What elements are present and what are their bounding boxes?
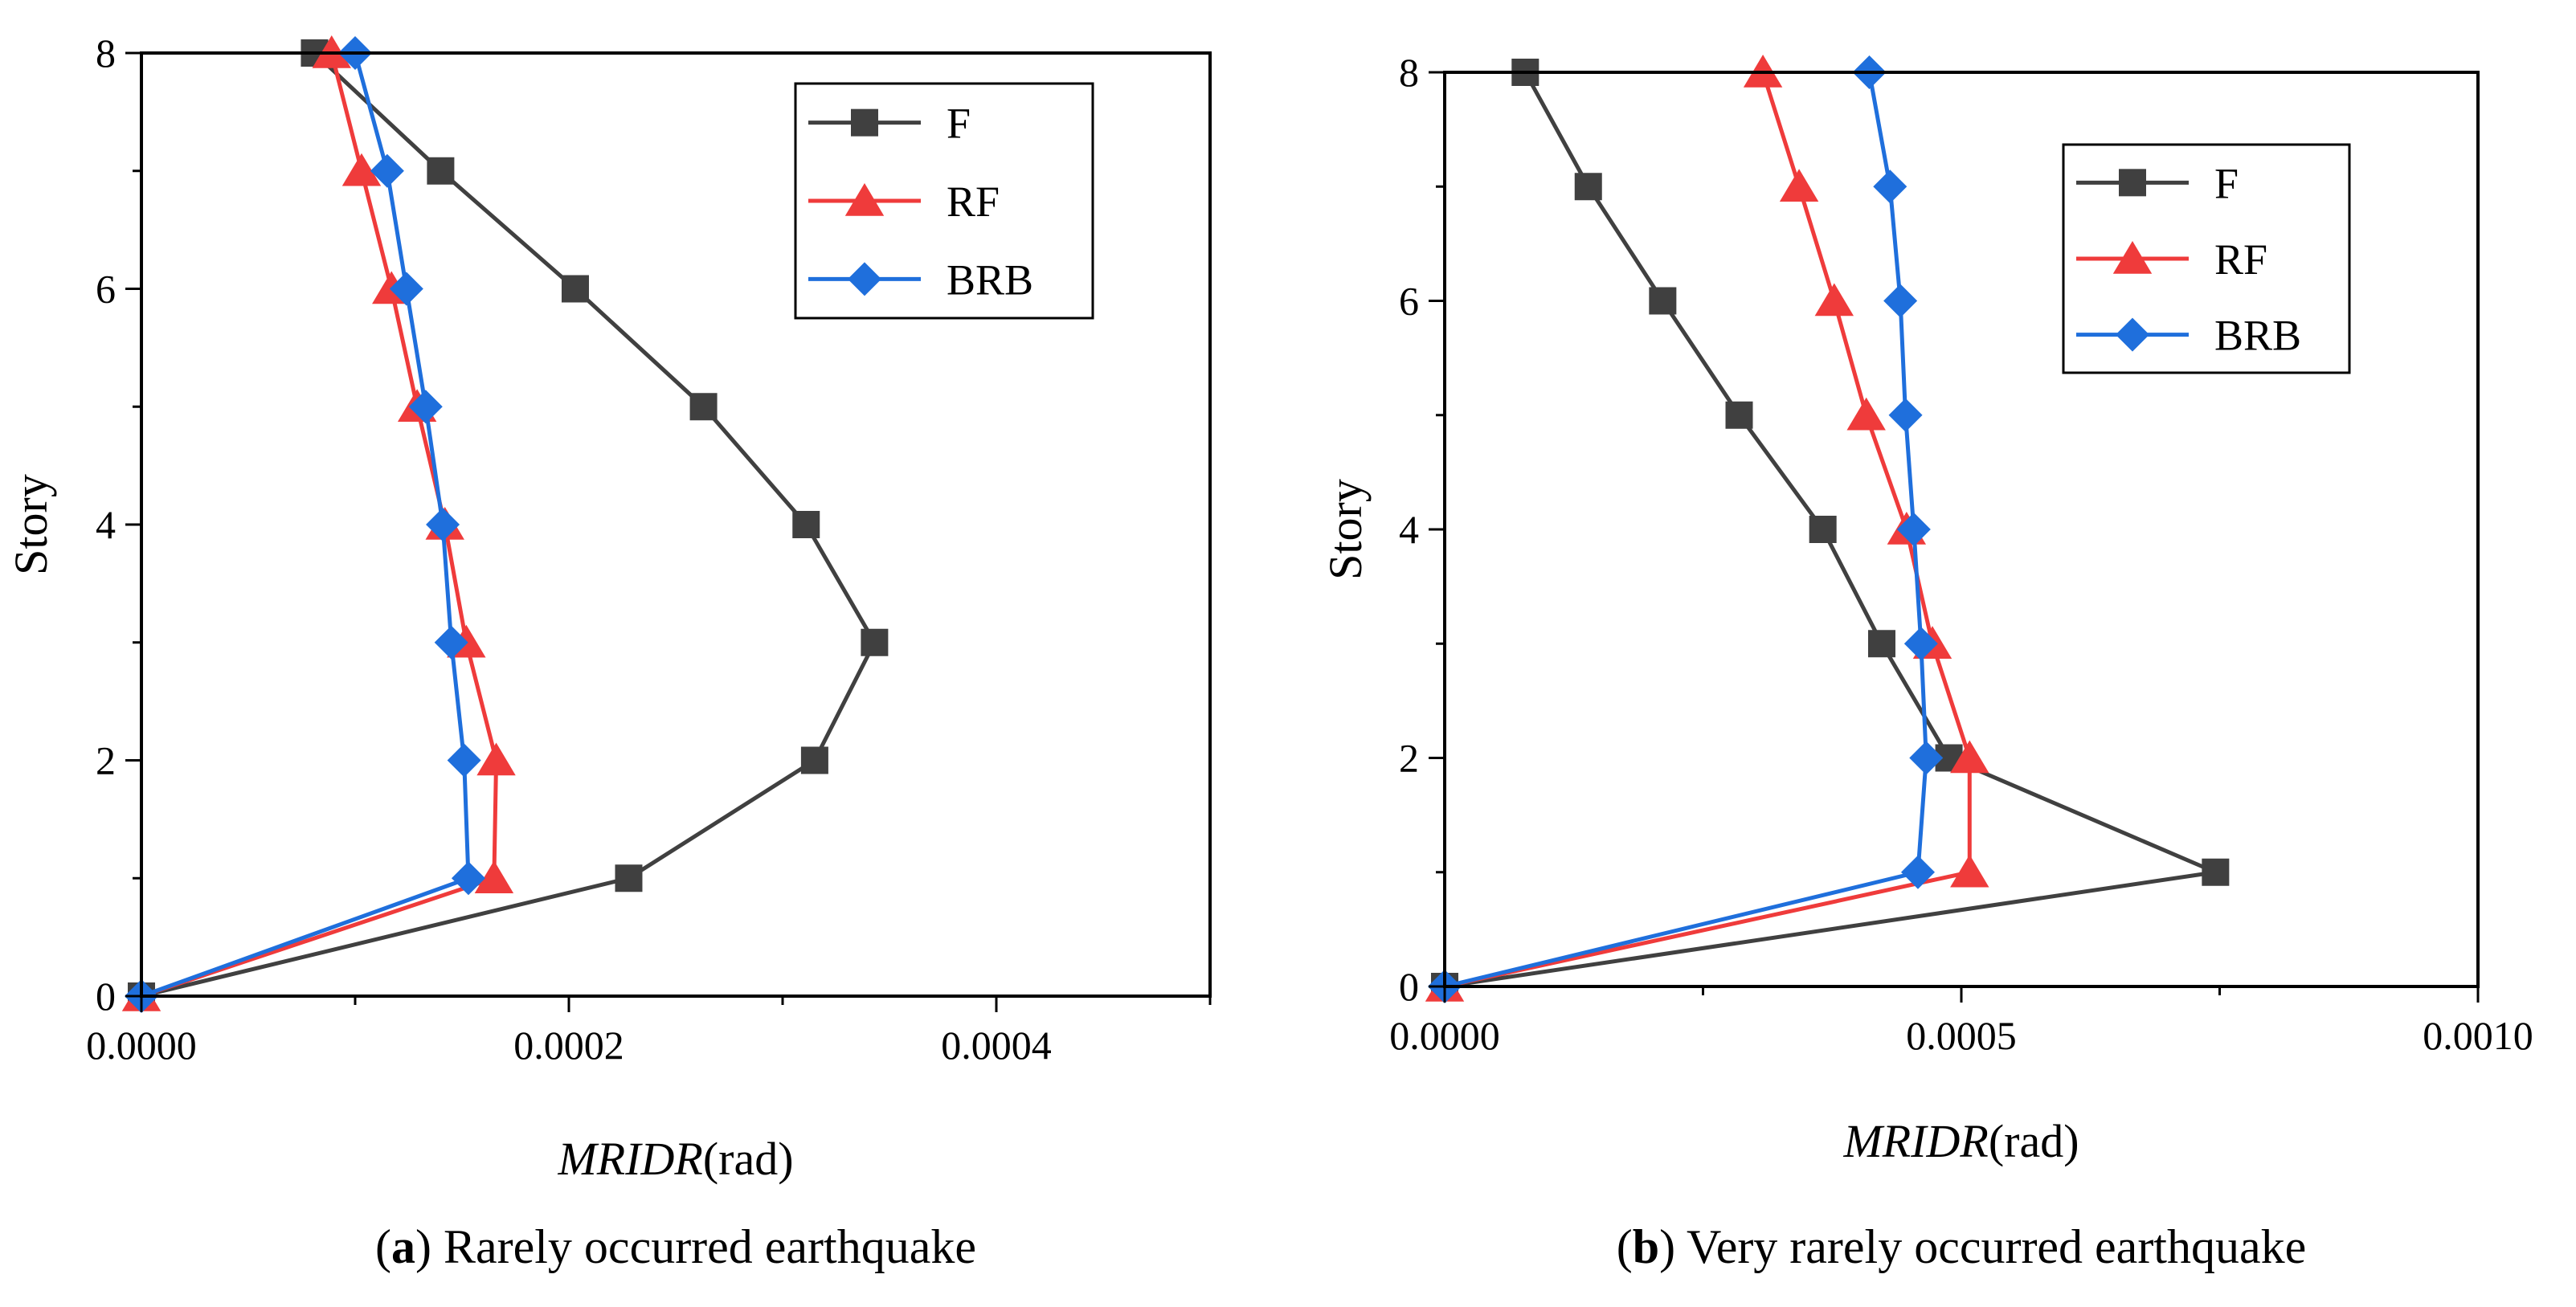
y-tick-label: 0 bbox=[96, 974, 116, 1019]
panel-b-legend: F RF BRB bbox=[2062, 143, 2351, 374]
series-brb-point bbox=[1900, 855, 1935, 889]
series-f-line bbox=[141, 51, 877, 999]
legend-label-brb: BRB bbox=[2214, 312, 2301, 360]
y-tick-label: 8 bbox=[1399, 50, 1419, 95]
series-rf-point bbox=[1814, 283, 1854, 317]
series-brb-point bbox=[1909, 741, 1944, 775]
series-f-point bbox=[1574, 173, 1602, 201]
x-tick-label: 0.0002 bbox=[513, 1023, 624, 1068]
y-tick-label: 0 bbox=[1399, 964, 1419, 1009]
y-tick-label: 6 bbox=[96, 267, 116, 312]
series-f-point bbox=[1725, 401, 1753, 429]
series-brb-line bbox=[141, 52, 471, 999]
series-brb-point bbox=[408, 390, 443, 424]
panel-a-caption-letter: a bbox=[391, 1220, 415, 1273]
x-tick-label: 0.0004 bbox=[941, 1023, 1052, 1068]
series-brb-point bbox=[389, 272, 423, 306]
panel-b-caption-close: ) bbox=[1659, 1220, 1687, 1273]
panel-b-plot bbox=[1425, 55, 2230, 1003]
panel-a-xlabel-var: MRIDR bbox=[557, 1133, 702, 1185]
legend-marker-f bbox=[851, 108, 878, 137]
panel-b-caption-letter: b bbox=[1633, 1220, 1659, 1273]
panel-b: 0.0000 0.0005 0.0010 0 2 4 6 8 Story MRIDR(rad)… bbox=[1319, 50, 2533, 1273]
panel-a-caption-text: Rarely occurred earthquake bbox=[444, 1220, 976, 1273]
panel-a-xlabel: MRIDR(rad) bbox=[557, 1133, 793, 1185]
series-brb-point bbox=[1873, 170, 1907, 204]
y-tick-label: 2 bbox=[1399, 736, 1419, 781]
x-tick-label: 0.0000 bbox=[86, 1023, 197, 1068]
series-f-point bbox=[800, 746, 828, 774]
panel-b-caption-open: ( bbox=[1617, 1220, 1633, 1273]
x-tick-label: 0.0010 bbox=[2423, 1013, 2533, 1058]
series-rf-point bbox=[474, 860, 514, 893]
panel-b-ylabel: Story bbox=[1319, 479, 1372, 580]
series-rf-point bbox=[476, 742, 516, 776]
series-rf-point bbox=[1846, 397, 1886, 431]
panel-a: 0.0000 0.0002 0.0004 0 2 4 6 8 Story MRIDR(rad)… bbox=[5, 31, 1212, 1273]
legend-label-f: F bbox=[947, 100, 971, 148]
panel-a-caption-open: ( bbox=[375, 1220, 391, 1273]
series-rf-point bbox=[1950, 854, 1989, 888]
panel-a-caption: (a) Rarely occurred earthquake bbox=[375, 1220, 976, 1273]
series-rf-point bbox=[1779, 169, 1819, 202]
panel-a-plot bbox=[121, 35, 889, 1013]
series-brb-line bbox=[1444, 71, 1928, 989]
panel-a-xlabel-unit: (rad) bbox=[703, 1133, 794, 1185]
y-tick-label: 4 bbox=[96, 502, 116, 547]
series-brb-point bbox=[434, 625, 468, 660]
panel-b-xlabel: MRIDR(rad) bbox=[1842, 1115, 2079, 1167]
legend-marker-f bbox=[2119, 169, 2146, 197]
legend-label-f: F bbox=[2214, 159, 2239, 207]
series-brb-point bbox=[426, 508, 460, 541]
panel-b-xlabel-unit: (rad) bbox=[1989, 1115, 2079, 1167]
series-f-point bbox=[689, 393, 718, 421]
panel-a-caption-close: ) bbox=[415, 1220, 444, 1273]
series-brb-point bbox=[451, 861, 485, 896]
y-tick-label: 6 bbox=[1399, 279, 1419, 324]
series-f-point bbox=[1809, 516, 1837, 543]
panel-b-ticks: 0.0000 0.0005 0.0010 0 2 4 6 8 bbox=[1389, 50, 2533, 1058]
legend-marker-rf bbox=[2112, 241, 2153, 274]
legend-marker-brb bbox=[848, 262, 881, 296]
panel-b-xlabel-var: MRIDR bbox=[1842, 1115, 1988, 1167]
series-f-point bbox=[427, 157, 455, 185]
series-rf-point bbox=[341, 153, 382, 186]
legend-label-brb: BRB bbox=[947, 255, 1033, 304]
series-brb-point bbox=[1903, 627, 1938, 661]
series-brb bbox=[125, 36, 485, 1013]
series-brb-point bbox=[447, 743, 481, 778]
series-brb-point bbox=[1888, 398, 1923, 432]
series-f-point bbox=[615, 864, 643, 892]
series-brb-point bbox=[1896, 513, 1931, 546]
panel-b-caption: (b) Very rarely occurred earthquake bbox=[1617, 1220, 2306, 1273]
legend-label-rf: RF bbox=[947, 178, 1000, 226]
series-f-point bbox=[561, 275, 589, 303]
legend-label-rf: RF bbox=[2214, 235, 2267, 284]
y-tick-label: 8 bbox=[96, 31, 116, 76]
series-brb bbox=[1428, 55, 1944, 1003]
series-f-point bbox=[1867, 630, 1895, 658]
y-tick-label: 2 bbox=[96, 738, 116, 783]
x-tick-label: 0.0005 bbox=[1906, 1013, 2017, 1058]
panel-b-caption-text: Very rarely occurred earthquake bbox=[1687, 1220, 2306, 1273]
series-f-point bbox=[861, 628, 889, 656]
series-brb-point bbox=[370, 153, 404, 188]
series-rf-point bbox=[1950, 740, 1989, 774]
panel-a-ticks: 0.0000 0.0002 0.0004 0 2 4 6 8 bbox=[86, 31, 1212, 1068]
series-f bbox=[128, 39, 889, 1010]
series-f-point bbox=[1649, 287, 1677, 315]
legend-marker-brb bbox=[2116, 317, 2149, 352]
panel-a-legend: F RF BRB bbox=[794, 82, 1094, 320]
panel-a-ylabel: Story bbox=[5, 474, 57, 575]
series-f-point bbox=[2202, 858, 2230, 886]
x-tick-label: 0.0000 bbox=[1389, 1013, 1500, 1058]
y-tick-label: 4 bbox=[1399, 507, 1419, 552]
legend-marker-rf bbox=[844, 183, 885, 216]
series-f-point bbox=[792, 511, 820, 538]
series-brb-point bbox=[1883, 284, 1918, 318]
